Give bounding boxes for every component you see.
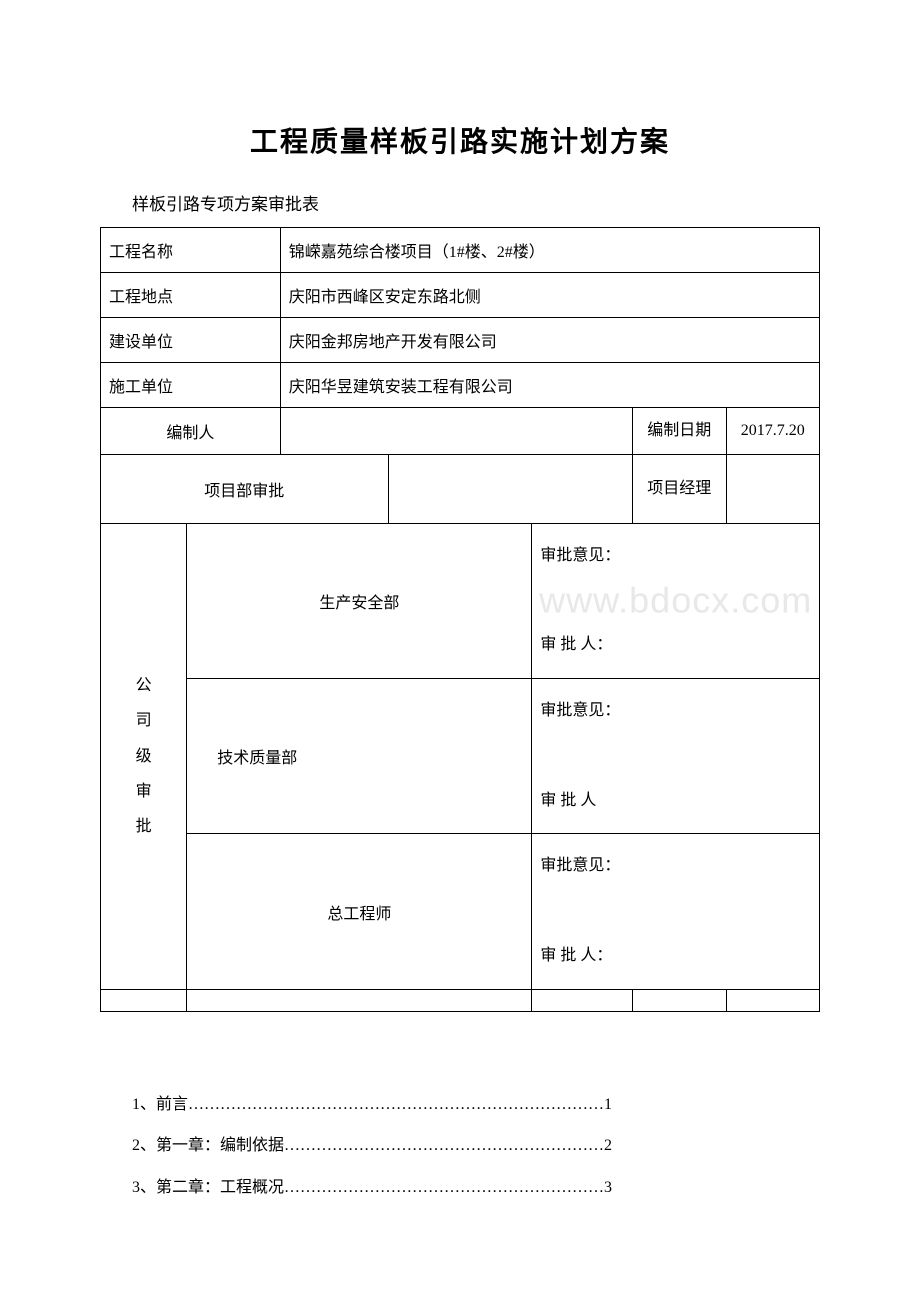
toc-item-chapter2: 3、第二章：工程概况……………………………………………………3 [132, 1175, 820, 1201]
toc-item-preface: 1、前言……………………………………………………………………1 [132, 1092, 820, 1118]
project-manager-label: 项目经理 [633, 454, 726, 523]
approver-label: 审 批 人： [540, 623, 811, 668]
approval-table-subtitle: 样板引路专项方案审批表 [132, 190, 820, 215]
safety-dept-label: 生产安全部 [187, 523, 532, 678]
table-row [101, 989, 820, 1011]
vertical-char: 司 [109, 703, 178, 738]
compile-date-value: 2017.7.20 [726, 408, 820, 455]
project-name-label: 工程名称 [101, 228, 281, 273]
compile-date-label: 编制日期 [633, 408, 726, 455]
tech-dept-approval: 审批意见： 审 批 人 [532, 678, 820, 833]
table-row: 工程地点 庆阳市西峰区安定东路北侧 [101, 273, 820, 318]
opinion-label: 审批意见： [540, 534, 811, 579]
empty-cell [726, 989, 820, 1011]
project-approval-label: 项目部审批 [101, 454, 389, 523]
project-location-label: 工程地点 [101, 273, 281, 318]
compiler-value [280, 408, 632, 455]
opinion-label: 审批意见： [540, 689, 811, 734]
approver-label: 审 批 人 [540, 779, 811, 824]
table-row: 项目部审批 项目经理 [101, 454, 820, 523]
vertical-char: 审 [109, 774, 178, 809]
project-approval-value [388, 454, 632, 523]
working-unit-value: 庆阳华昱建筑安装工程有限公司 [280, 363, 819, 408]
table-row: 总工程师 审批意见： 审 批 人： [101, 834, 820, 989]
vertical-char: 公 [109, 668, 178, 703]
table-row: 技术质量部 审批意见： 审 批 人 [101, 678, 820, 833]
project-manager-value [726, 454, 820, 523]
compiler-label: 编制人 [101, 408, 281, 455]
toc-item-chapter1: 2、第一章：编制依据……………………………………………………2 [132, 1133, 820, 1159]
table-row: 施工单位 庆阳华昱建筑安装工程有限公司 [101, 363, 820, 408]
tech-dept-label: 技术质量部 [187, 678, 532, 833]
table-of-contents: 1、前言……………………………………………………………………1 2、第一章：编制… [132, 1092, 820, 1201]
approver-label: 审 批 人： [540, 934, 811, 979]
project-location-value: 庆阳市西峰区安定东路北侧 [280, 273, 819, 318]
table-row: 公 司 级 审 批 生产安全部 www.bdocx.com 审批意见： 审 批 … [101, 523, 820, 678]
document-title: 工程质量样板引路实施计划方案 [100, 120, 820, 160]
company-level-approval-label: 公 司 级 审 批 [101, 523, 187, 989]
empty-cell [101, 989, 187, 1011]
construction-unit-label: 建设单位 [101, 318, 281, 363]
empty-cell [532, 989, 633, 1011]
opinion-label: 审批意见： [540, 844, 811, 889]
safety-dept-text: 生产安全部 [319, 595, 399, 612]
table-row: 编制人 编制日期 2017.7.20 [101, 408, 820, 455]
table-row: 建设单位 庆阳金邦房地产开发有限公司 [101, 318, 820, 363]
vertical-char: 级 [109, 739, 178, 774]
project-name-value: 锦嵘嘉苑综合楼项目（1#楼、2#楼） [280, 228, 819, 273]
chief-engineer-label: 总工程师 [187, 834, 532, 989]
approval-table: 工程名称 锦嵘嘉苑综合楼项目（1#楼、2#楼） 工程地点 庆阳市西峰区安定东路北… [100, 227, 820, 1012]
empty-cell [633, 989, 726, 1011]
table-row: 工程名称 锦嵘嘉苑综合楼项目（1#楼、2#楼） [101, 228, 820, 273]
working-unit-label: 施工单位 [101, 363, 281, 408]
chief-engineer-approval: 审批意见： 审 批 人： [532, 834, 820, 989]
vertical-char: 批 [109, 809, 178, 844]
construction-unit-value: 庆阳金邦房地产开发有限公司 [280, 318, 819, 363]
safety-dept-approval: www.bdocx.com 审批意见： 审 批 人： [532, 523, 820, 678]
empty-cell [187, 989, 532, 1011]
